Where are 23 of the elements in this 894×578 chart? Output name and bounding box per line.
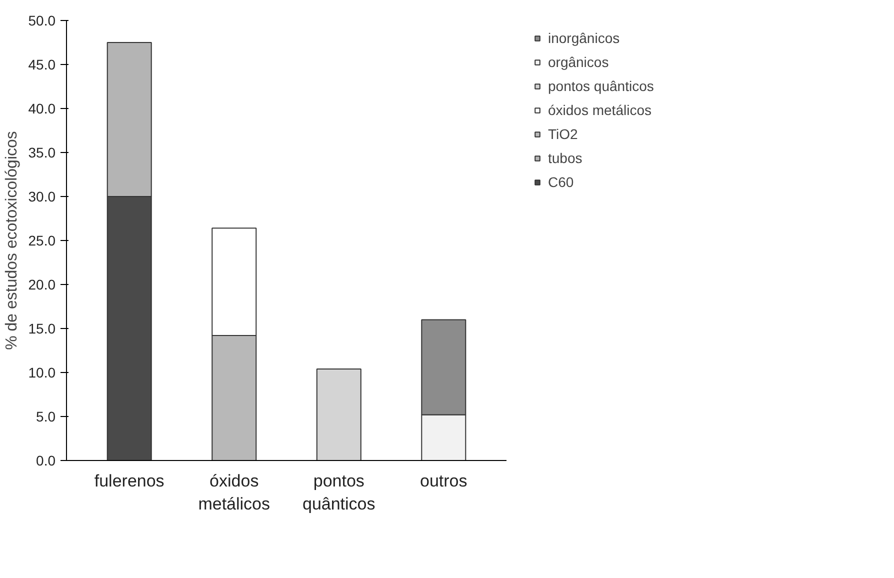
legend-label: inorgânicos [548, 30, 620, 46]
y-tick-label: 10.0 [28, 364, 56, 380]
legend-label: orgânicos [548, 54, 609, 70]
y-tick-label: 35.0 [28, 144, 56, 160]
y-axis-title: % de estudos ecotoxicológicos [3, 131, 20, 350]
y-tick-label: 45.0 [28, 56, 56, 72]
x-tick-label: fulerenos [94, 472, 164, 490]
legend-label: óxidos metálicos [548, 102, 652, 118]
y-tick-label: 0.0 [36, 452, 56, 468]
x-tick-label: outros [420, 472, 468, 490]
y-tick-label: 50.0 [28, 12, 56, 28]
y-tick-label: 20.0 [28, 276, 56, 292]
y-tick-label: 40.0 [28, 100, 56, 116]
legend-label: pontos quânticos [548, 78, 654, 94]
x-tick-label: pontos quânticos [302, 472, 376, 514]
y-tick-label: 30.0 [28, 188, 56, 204]
x-tick-label: óxidos metálicos [198, 472, 270, 514]
y-tick-label: 15.0 [28, 320, 56, 336]
y-tick-label: 25.0 [28, 232, 56, 248]
legend-label: TiO2 [548, 126, 578, 142]
y-tick-label: 5.0 [36, 408, 56, 424]
legend-label: C60 [548, 174, 574, 190]
legend-label: tubos [548, 150, 582, 166]
